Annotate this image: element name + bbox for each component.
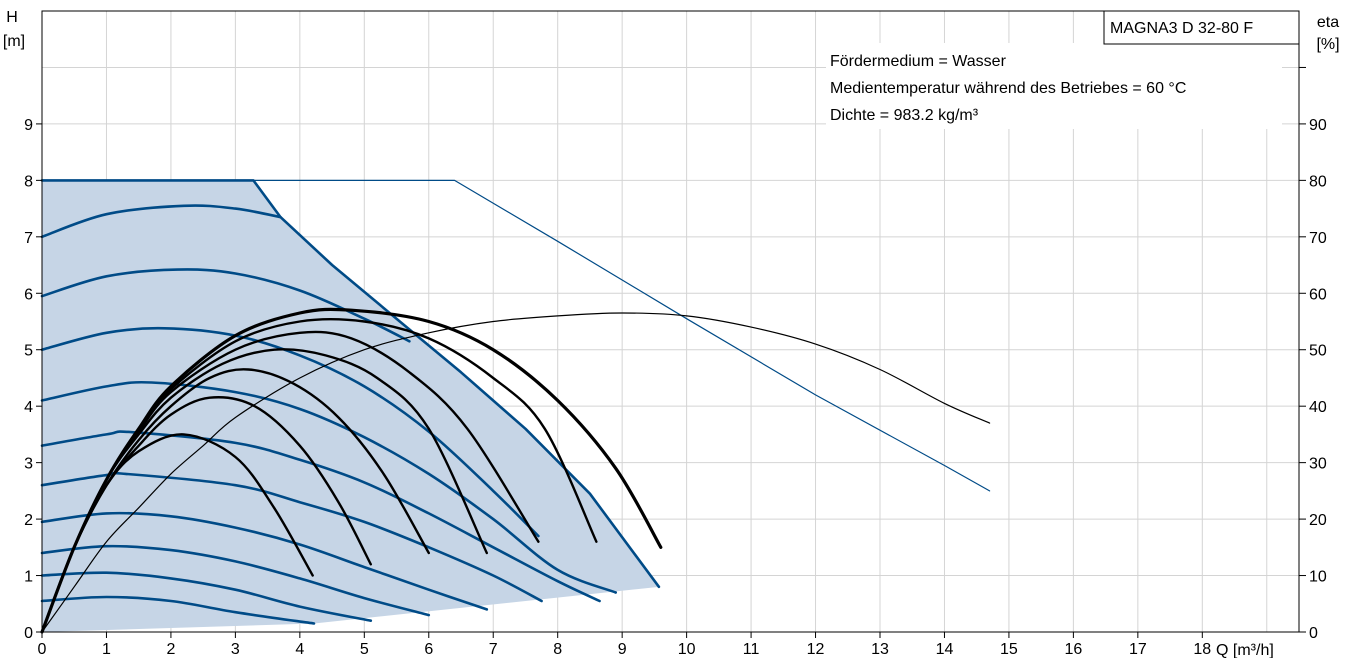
annotation-background bbox=[826, 43, 1282, 129]
left-tick-label: 5 bbox=[24, 343, 33, 360]
x-tick-label: 8 bbox=[553, 641, 562, 658]
left-tick-label: 8 bbox=[24, 173, 33, 190]
annotation-density: Dichte = 983.2 kg/m³ bbox=[830, 107, 979, 124]
x-tick-label: 2 bbox=[166, 641, 175, 658]
x-tick-label: 7 bbox=[489, 641, 498, 658]
right-tick-label: 60 bbox=[1309, 286, 1327, 303]
right-tick-label: 90 bbox=[1309, 117, 1327, 134]
right-tick-label: 20 bbox=[1309, 512, 1327, 529]
right-tick-label: 40 bbox=[1309, 399, 1327, 416]
left-tick-label: 3 bbox=[24, 456, 33, 473]
left-tick-label: 4 bbox=[24, 399, 33, 416]
curve-layer bbox=[40, 179, 991, 634]
efficiency-curve bbox=[40, 307, 663, 634]
x-tick-label: 10 bbox=[678, 641, 696, 658]
right-tick-label: 80 bbox=[1309, 173, 1327, 190]
left-tick-label: 0 bbox=[24, 625, 33, 642]
pump-curve bbox=[40, 380, 617, 594]
right-axis-label-symbol: eta bbox=[1317, 14, 1339, 31]
x-tick-label: 18 bbox=[1193, 641, 1211, 658]
left-tick-label: 7 bbox=[24, 230, 33, 247]
pump-curve bbox=[40, 179, 661, 589]
x-tick-label: 12 bbox=[807, 641, 825, 658]
pump-curve bbox=[40, 204, 282, 239]
plot-frame bbox=[41, 10, 1300, 633]
x-tick-label: 3 bbox=[231, 641, 240, 658]
left-axis-label-symbol: H bbox=[6, 9, 18, 26]
efficiency-curve bbox=[41, 312, 991, 633]
x-tick-label: 5 bbox=[360, 641, 369, 658]
left-axis-ticks: 0 1 2 3 4 5 6 7 8 9 bbox=[24, 117, 42, 642]
right-axis-ticks: 0 10 20 30 40 50 60 70 80 90 bbox=[1299, 66, 1327, 642]
chart-title: MAGNA3 D 32-80 F bbox=[1110, 20, 1253, 37]
pump-curve-max bbox=[252, 179, 991, 492]
pump-curve bbox=[40, 430, 601, 603]
left-tick-label: 2 bbox=[24, 512, 33, 529]
right-tick-label: 30 bbox=[1309, 456, 1327, 473]
x-axis-label: Q [m³/h] bbox=[1216, 642, 1274, 658]
left-tick-label: 9 bbox=[24, 117, 33, 134]
pump-curve bbox=[40, 511, 489, 611]
x-tick-label: 16 bbox=[1064, 641, 1082, 658]
left-tick-label: 6 bbox=[24, 286, 33, 303]
pump-curve bbox=[40, 571, 373, 622]
x-tick-label: 9 bbox=[618, 641, 627, 658]
right-tick-label: 10 bbox=[1309, 569, 1327, 586]
model-title-box bbox=[1103, 10, 1300, 45]
pump-curve bbox=[40, 326, 540, 538]
x-tick-label: 15 bbox=[1000, 641, 1018, 658]
x-axis-ticks: 0 1 2 3 4 5 6 7 8 9 10 11 12 13 14 15 16 17 18 bbox=[38, 632, 1211, 658]
left-axis-label-unit: [m] bbox=[3, 33, 25, 50]
x-tick-label: 1 bbox=[102, 641, 111, 658]
right-tick-label: 0 bbox=[1309, 625, 1318, 642]
annotation-temperature: Medientemperatur während des Betriebes =… bbox=[830, 80, 1186, 97]
x-tick-label: 14 bbox=[936, 641, 954, 658]
pump-curve bbox=[40, 268, 411, 343]
x-tick-label: 4 bbox=[295, 641, 304, 658]
pump-curve bbox=[40, 544, 431, 617]
left-tick-label: 1 bbox=[24, 569, 33, 586]
x-tick-label: 17 bbox=[1129, 641, 1147, 658]
x-tick-label: 11 bbox=[743, 641, 760, 658]
pump-curve bbox=[40, 595, 316, 625]
right-axis-label-unit: [%] bbox=[1316, 36, 1339, 53]
x-tick-label: 13 bbox=[871, 641, 889, 658]
right-tick-label: 70 bbox=[1309, 230, 1327, 247]
annotation-medium: Fördermedium = Wasser bbox=[830, 53, 1007, 70]
right-tick-label: 50 bbox=[1309, 343, 1327, 360]
x-tick-label: 6 bbox=[424, 641, 433, 658]
x-tick-label: 0 bbox=[38, 641, 47, 658]
